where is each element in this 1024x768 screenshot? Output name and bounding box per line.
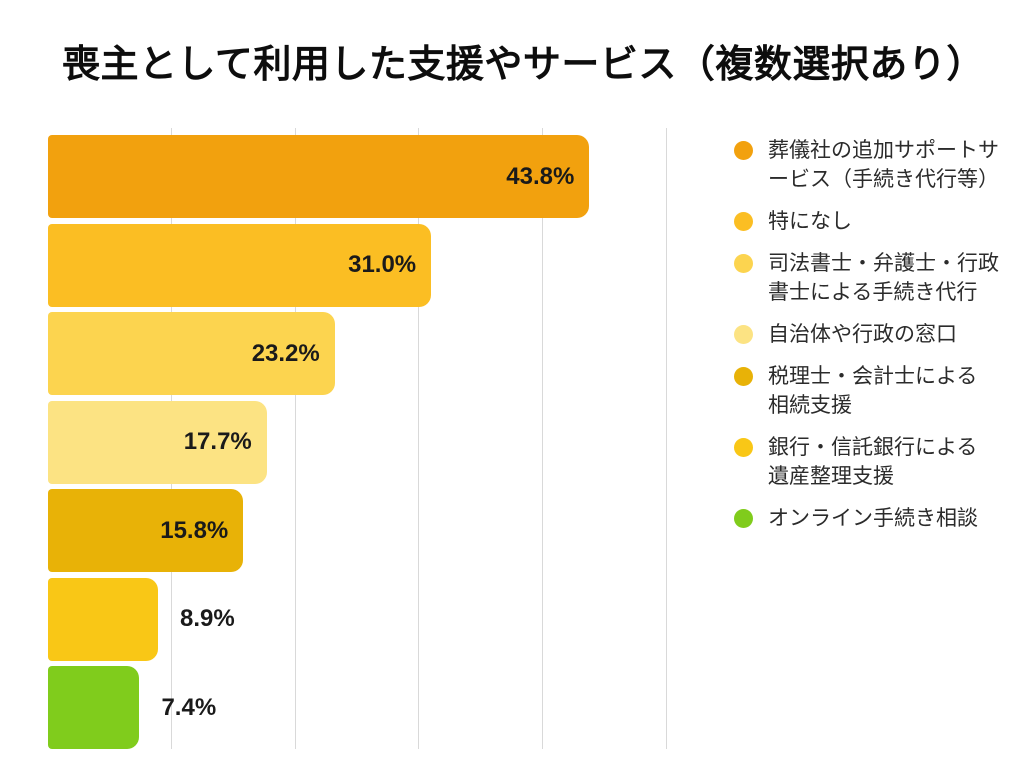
bar-chart-plot-area: 43.8% 31.0% 23.2% 17.7% 15.8% 8.9% 7.4% xyxy=(48,128,667,749)
legend-dot-icon xyxy=(734,254,753,273)
bar-value-label: 43.8% xyxy=(506,162,575,190)
bar-value-label: 23.2% xyxy=(251,339,320,367)
bar-1: 43.8% xyxy=(48,135,590,218)
legend-dot-icon xyxy=(734,509,753,528)
gridline-20 xyxy=(294,128,296,749)
legend-item: オンライン手続き相談 xyxy=(734,504,1020,533)
legend-item: 自治体や行政の窓口 xyxy=(734,320,1020,349)
gridline-30 xyxy=(418,128,420,749)
bar-value-label: 31.0% xyxy=(348,251,417,278)
bar-7 xyxy=(48,666,140,749)
bar-value-label: 8.9% xyxy=(180,605,235,632)
chart-legend: 葬儀社の追加サポートサ ービス（手続き代行等） 特になし司法書士・弁護士・行政 書… xyxy=(734,136,1020,533)
legend-item: 税理士・会計士による 相続支援 xyxy=(734,362,1020,420)
legend-item: 葬儀社の追加サポートサ ービス（手続き代行等） xyxy=(734,136,1020,194)
bar-row: 7.4% xyxy=(48,666,666,749)
bar-5: 15.8% xyxy=(48,489,244,572)
legend-dot-icon xyxy=(734,325,753,344)
bar-value-label: 17.7% xyxy=(183,428,252,455)
bar-row: 23.2% xyxy=(48,312,666,395)
legend-item: 特になし xyxy=(734,207,1020,236)
legend-item-label: 自治体や行政の窓口 xyxy=(768,323,957,346)
bar-3: 23.2% xyxy=(48,312,335,395)
gridline-40 xyxy=(541,128,543,749)
legend-item-label: 葬儀社の追加サポートサ ービス（手続き代行等） xyxy=(768,139,999,191)
legend-item: 司法書士・弁護士・行政 書士による手続き代行 xyxy=(734,249,1020,307)
bar-row: 8.9% xyxy=(48,577,666,661)
legend-item-label: 銀行・信託銀行による 遺産整理支援 xyxy=(768,436,978,488)
bar-6 xyxy=(48,577,158,661)
bar-4: 17.7% xyxy=(48,400,267,484)
bar-series: 43.8% 31.0% 23.2% 17.7% 15.8% 8.9% 7.4% xyxy=(48,128,666,749)
legend-item-label: 税理士・会計士による 相続支援 xyxy=(768,365,978,417)
legend-item-label: 特になし xyxy=(768,210,852,233)
bar-row: 43.8% xyxy=(48,135,666,218)
legend-dot-icon xyxy=(734,212,753,231)
bar-row: 17.7% xyxy=(48,400,666,484)
bar-2: 31.0% xyxy=(48,223,432,307)
legend-dot-icon xyxy=(734,438,753,457)
bar-value-label: 7.4% xyxy=(161,693,217,721)
legend-item: 銀行・信託銀行による 遺産整理支援 xyxy=(734,433,1020,491)
legend-item-label: 司法書士・弁護士・行政 書士による手続き代行 xyxy=(768,252,999,304)
bar-row: 15.8% xyxy=(48,489,666,572)
bar-row: 31.0% xyxy=(48,223,666,307)
legend-dot-icon xyxy=(734,141,753,160)
gridline-50 xyxy=(665,128,667,749)
chart-title: 喪主として利用した支援やサービス（複数選択あり） xyxy=(62,44,985,86)
bar-value-label: 15.8% xyxy=(160,516,229,544)
legend-item-label: オンライン手続き相談 xyxy=(768,507,978,530)
legend-dot-icon xyxy=(734,367,753,386)
